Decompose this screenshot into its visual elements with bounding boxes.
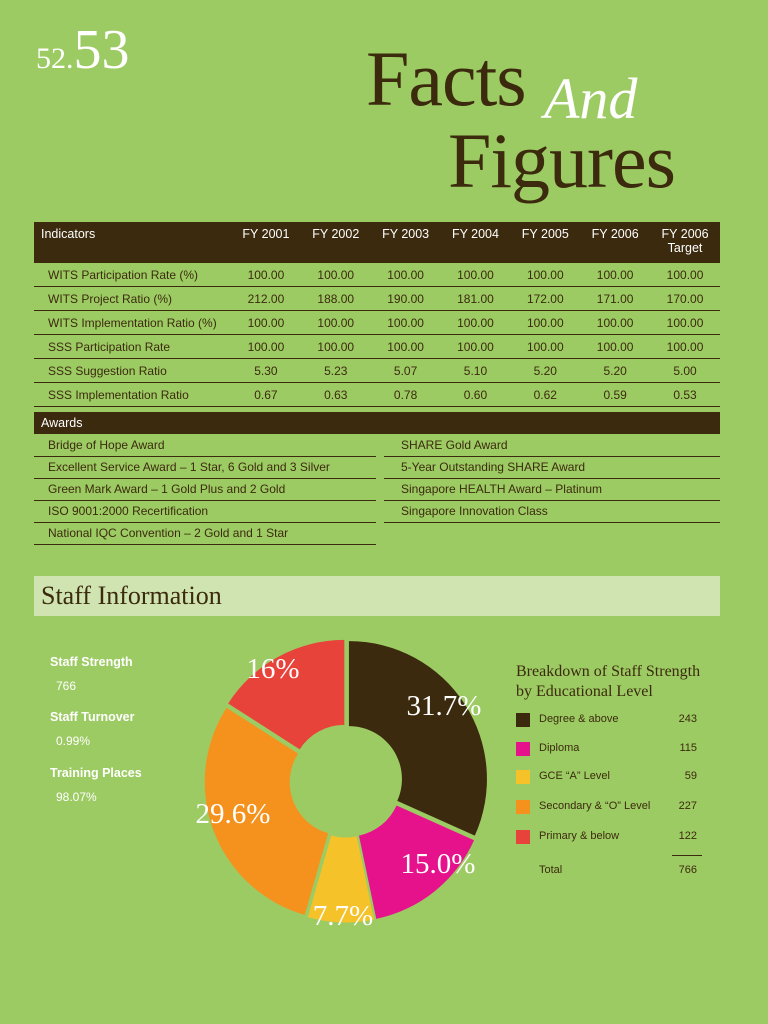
legend-label: Primary & below bbox=[539, 830, 619, 842]
total-label: Total bbox=[539, 864, 562, 876]
legend-label: GCE “A” Level bbox=[539, 770, 610, 782]
legend-swatch bbox=[516, 742, 530, 756]
breakdown-title-line2: by Educational Level bbox=[516, 683, 653, 700]
donut-percent-label: 7.7% bbox=[313, 900, 373, 932]
legend-swatch bbox=[516, 713, 530, 727]
total-divider bbox=[672, 855, 702, 856]
legend-value: 243 bbox=[679, 713, 697, 725]
legend-value: 227 bbox=[679, 800, 697, 812]
legend-label: Degree & above bbox=[539, 713, 619, 725]
donut-slice bbox=[349, 641, 487, 836]
donut-percent-label: 16% bbox=[246, 653, 299, 685]
legend-item: GCE “A” Level 59 bbox=[516, 769, 702, 785]
legend-total: Total 766 bbox=[516, 863, 702, 879]
legend-item: Secondary & “O” Level 227 bbox=[516, 799, 702, 815]
donut-percent-label: 29.6% bbox=[196, 798, 271, 830]
breakdown-title-line1: Breakdown of Staff Strength bbox=[516, 663, 700, 680]
legend-item: Primary & below 122 bbox=[516, 829, 702, 845]
legend-label: Diploma bbox=[539, 742, 579, 754]
donut-percent-label: 15.0% bbox=[401, 848, 476, 880]
legend-item: Diploma 115 bbox=[516, 741, 702, 757]
legend-value: 59 bbox=[685, 770, 697, 782]
legend-value: 122 bbox=[679, 830, 697, 842]
legend-swatch bbox=[516, 770, 530, 784]
legend-value: 115 bbox=[679, 742, 697, 754]
legend-swatch bbox=[516, 830, 530, 844]
breakdown-title: Breakdown of Staff Strength by Education… bbox=[516, 662, 700, 702]
total-value: 766 bbox=[679, 864, 697, 876]
legend-label: Secondary & “O” Level bbox=[539, 800, 650, 812]
legend-item: Degree & above 243 bbox=[516, 712, 702, 728]
legend-swatch bbox=[516, 800, 530, 814]
donut-percent-label: 31.7% bbox=[407, 690, 482, 722]
